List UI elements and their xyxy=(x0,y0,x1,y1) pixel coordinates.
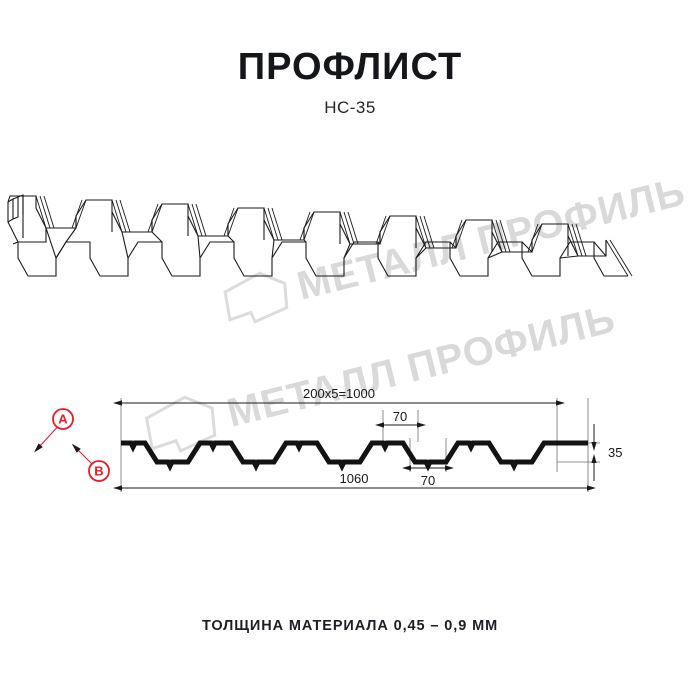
dimension-pitch-total: 200x5=1000 xyxy=(113,386,565,406)
marker-b-circle xyxy=(88,460,110,482)
dimension-height: 35 xyxy=(591,424,622,481)
header: ПРОФЛИСТ НС-35 xyxy=(0,46,700,118)
page-title: ПРОФЛИСТ xyxy=(237,46,463,88)
product-code: НС-35 xyxy=(324,97,376,117)
iso-left-endcap xyxy=(7,194,24,245)
cross-section-svg: 200x5=1000 70 70 1060 35 xyxy=(34,386,622,492)
marker-b: B xyxy=(71,443,110,482)
isometric-profile-geometry xyxy=(7,194,633,277)
isometric-view xyxy=(0,180,700,330)
isometric-svg xyxy=(7,194,633,277)
dimension-top-flange: 70 xyxy=(375,409,426,428)
marker-b-label: B xyxy=(94,464,103,479)
dimension-overall-width: 1060 xyxy=(113,471,596,491)
dimension-label-overall-width: 1060 xyxy=(340,471,369,486)
iso-unit-1 xyxy=(7,195,628,277)
cross-section-view: 200x5=1000 70 70 1060 35 xyxy=(0,380,700,510)
dimension-label-pitch-total: 200x5=1000 xyxy=(303,386,375,401)
profile-polyline xyxy=(121,440,588,472)
dimension-label-top-flange: 70 xyxy=(393,409,407,424)
dimension-label-height: 35 xyxy=(608,445,622,460)
iso-edge-lines xyxy=(35,195,633,277)
marker-a-label: A xyxy=(58,412,68,427)
marker-a-circle xyxy=(52,408,74,430)
marker-a: A xyxy=(34,408,74,453)
profile-outline xyxy=(121,440,588,472)
material-thickness-note: ТОЛЩИНА МАТЕРИАЛА 0,45 – 0,9 ММ xyxy=(201,618,499,634)
dimension-label-bottom-flange: 70 xyxy=(421,473,435,488)
